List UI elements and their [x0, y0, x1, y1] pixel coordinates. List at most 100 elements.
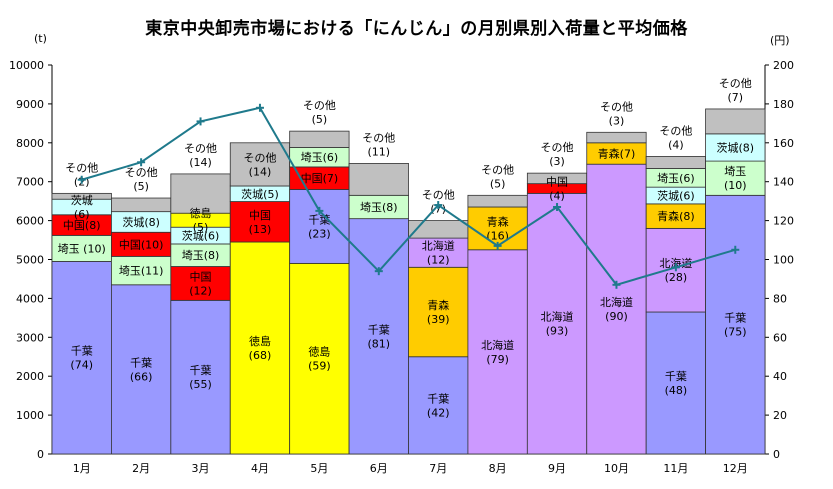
segment-label: その他 — [65, 161, 98, 174]
bar-segment-千葉 — [170, 299, 231, 455]
y-tick-label-right: 80 — [773, 292, 787, 305]
segment-label: 茨城(5) — [241, 187, 279, 201]
bar-segment-その他 — [586, 131, 647, 144]
segment-label: 徳島 — [308, 345, 330, 359]
x-tick-label: 12月 — [723, 462, 748, 475]
segment-label: (3) — [549, 155, 565, 168]
bar-segment-その他 — [645, 156, 706, 169]
bar-segment-北海道 — [526, 192, 588, 455]
segment-label: その他 — [659, 124, 692, 137]
y-tick-label-left: 1000 — [16, 409, 44, 422]
y-tick-label-left: 5000 — [16, 254, 44, 267]
bar-segment-その他 — [348, 163, 409, 196]
x-tick-label: 11月 — [663, 462, 688, 475]
bar-segment-北海道 — [586, 163, 647, 455]
segment-label: (42) — [427, 406, 450, 419]
segment-label: (23) — [308, 227, 331, 240]
segment-label: (5) — [312, 113, 328, 126]
x-tick-label: 7月 — [429, 462, 447, 475]
bar-segment-その他 — [705, 108, 766, 135]
bar-segment-その他 — [229, 142, 291, 187]
segment-label: 埼玉 — [724, 164, 746, 178]
segment-label: (12) — [189, 284, 212, 297]
segment-label: その他 — [243, 151, 276, 164]
bar-segment-千葉 — [705, 194, 766, 455]
y-tick-label-left: 8000 — [16, 137, 44, 150]
chart-title: 東京中央卸売市場における「にんじん」の月別県別入荷量と平均価格 — [145, 19, 688, 39]
y-tick-label-left: 10000 — [9, 59, 44, 72]
bar-segment-茨城 — [705, 133, 766, 162]
segment-label: 青森(7) — [598, 146, 636, 160]
y-tick-label-left: 9000 — [16, 98, 44, 111]
segment-label: 埼玉(6) — [301, 150, 339, 164]
bar-segment-その他 — [289, 130, 350, 148]
segment-label: 青森 — [427, 298, 449, 312]
y-tick-label-left: 7000 — [16, 176, 44, 189]
segment-label: (5) — [490, 177, 506, 190]
bar-segment-徳島 — [229, 241, 291, 455]
segment-label: (48) — [665, 384, 688, 397]
segment-label: (13) — [249, 223, 272, 236]
y-tick-label-left: 4000 — [16, 292, 44, 305]
segment-label: 千葉 — [190, 363, 212, 377]
segment-label: 青森 — [487, 214, 509, 228]
y-tick-label-right: 120 — [773, 215, 794, 228]
segment-label: (66) — [130, 370, 153, 383]
segment-label: (16) — [486, 229, 509, 242]
segment-label: 北海道 — [659, 256, 692, 270]
segment-label: (14) — [189, 156, 212, 169]
segment-label: 埼玉(11) — [119, 264, 164, 278]
segment-label: その他 — [719, 77, 752, 90]
segment-label: その他 — [541, 141, 574, 154]
segment-label: 中国(7) — [301, 172, 339, 185]
segment-label: (68) — [249, 349, 272, 362]
segment-label: (5) — [193, 221, 209, 234]
y-tick-label-left: 3000 — [16, 331, 44, 344]
segment-label: (10) — [724, 179, 747, 192]
segment-label: 茨城(8) — [716, 140, 754, 154]
segment-label: (90) — [605, 310, 628, 323]
x-tick-label: 8月 — [489, 462, 507, 475]
segment-label: (59) — [308, 360, 331, 373]
y-tick-label-right: 100 — [773, 254, 794, 267]
x-tick-label: 10月 — [604, 462, 629, 475]
x-tick-label: 3月 — [192, 462, 210, 475]
segment-label: (74) — [70, 359, 93, 372]
bar-segment-千葉 — [51, 261, 112, 455]
bar-segment-千葉 — [348, 218, 409, 455]
segment-label: 埼玉(6) — [657, 171, 695, 185]
segment-label: (4) — [668, 138, 684, 151]
bar-segment-その他 — [111, 197, 172, 213]
segment-label: 茨城(6) — [657, 189, 695, 203]
segment-label: 徳島 — [190, 206, 212, 220]
segment-label: その他 — [481, 163, 514, 176]
segment-label: 千葉 — [368, 322, 390, 336]
segment-label: (55) — [189, 378, 212, 391]
bar-segment-中国 — [111, 231, 172, 257]
y-axis-unit-left: (t) — [34, 32, 47, 45]
segment-label: 千葉 — [71, 344, 93, 358]
segment-label: その他 — [422, 189, 455, 202]
segment-label: 徳島 — [249, 334, 271, 348]
bar-segment-千葉 — [408, 356, 469, 455]
segment-label: 北海道 — [422, 239, 455, 253]
segment-label: (6) — [74, 208, 90, 221]
x-tick-label: 1月 — [73, 462, 91, 475]
bar-segment-北海道 — [408, 237, 469, 268]
segment-label: 茨城 — [71, 193, 93, 207]
bar-segment-その他 — [467, 194, 528, 208]
x-tick-label: 9月 — [548, 462, 566, 475]
segment-label: (3) — [609, 114, 625, 127]
segment-label: (11) — [367, 145, 390, 158]
price-line — [81, 106, 736, 286]
segment-label: 茨城(6) — [182, 229, 220, 243]
segment-label: 青森(8) — [657, 209, 695, 223]
segment-label: 茨城(8) — [122, 215, 160, 229]
segment-label: (5) — [133, 180, 149, 193]
segment-label: 北海道 — [481, 338, 514, 352]
y-tick-label-left: 6000 — [16, 215, 44, 228]
y-axis-unit-right: (円) — [770, 34, 790, 47]
segment-label: (75) — [724, 326, 747, 339]
y-tick-label-right: 0 — [773, 448, 780, 461]
segment-label: (28) — [665, 271, 688, 284]
